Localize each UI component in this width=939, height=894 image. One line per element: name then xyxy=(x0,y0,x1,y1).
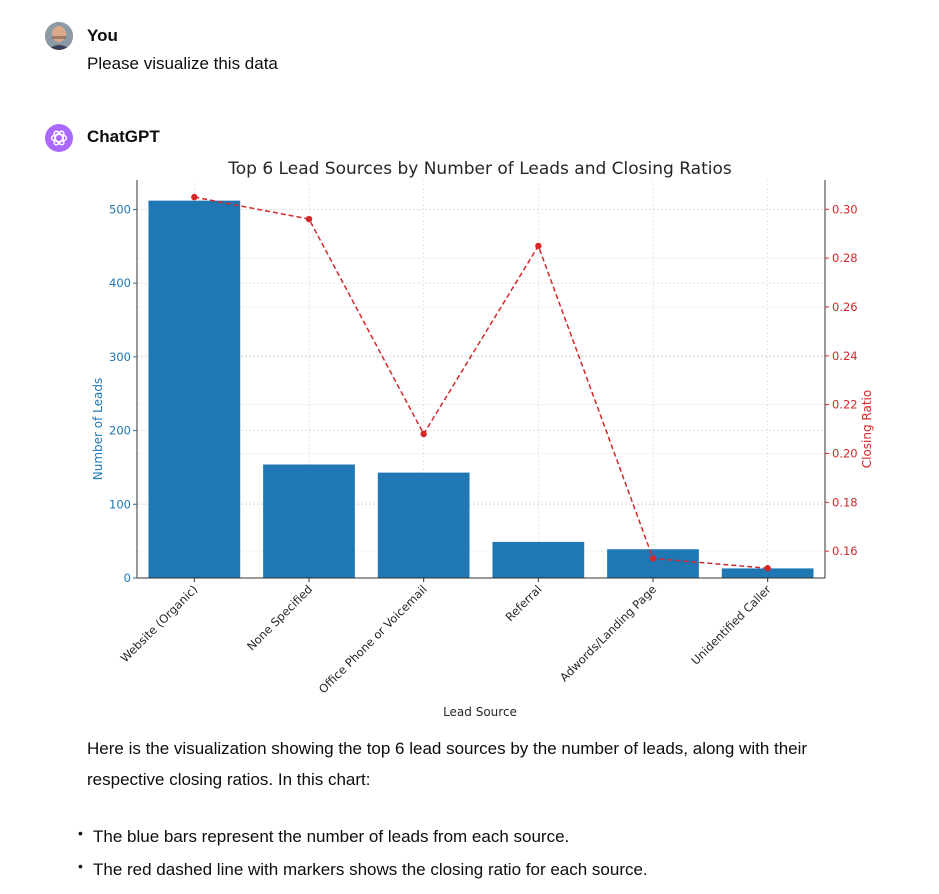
y2-tick-label: 0.24 xyxy=(832,349,858,363)
bar xyxy=(492,541,585,578)
user-avatar-photo xyxy=(45,22,73,50)
y-tick-label: 500 xyxy=(109,202,131,216)
bar xyxy=(263,464,355,578)
x-tick-label: Adwords/Landing Page xyxy=(557,582,659,684)
bullet-text: The red dashed line with markers shows t… xyxy=(93,860,648,879)
x-tick-label: Office Phone or Voicemail xyxy=(316,582,430,696)
closing-ratio-point xyxy=(535,242,542,250)
closing-ratio-series xyxy=(191,193,771,572)
closing-ratio-point xyxy=(764,565,771,572)
y-tick-label: 300 xyxy=(109,350,131,364)
y2-tick-label: 0.22 xyxy=(832,398,858,412)
assistant-name: ChatGPT xyxy=(87,127,160,146)
user-name: You xyxy=(87,26,118,45)
bullet-icon: • xyxy=(78,825,83,841)
list-item: • The blue bars represent the number of l… xyxy=(75,820,648,853)
y-tick-label: 0 xyxy=(124,571,131,585)
grid-lines xyxy=(137,180,825,579)
x-axis-ticks: Website (Organic) None Specified Office Ph… xyxy=(118,578,774,696)
y2-tick-label: 0.30 xyxy=(832,202,858,216)
lead-sources-chart: Top 6 Lead Sources by Number of Leads an… xyxy=(91,159,874,719)
bar-series xyxy=(148,200,814,579)
right-axis-ticks: 0.16 0.18 0.20 0.22 0.24 0.26 0.28 0.30 xyxy=(825,202,858,558)
left-axis-ticks: 0 100 200 300 400 500 xyxy=(109,202,137,585)
closing-ratio-point xyxy=(305,215,313,223)
y2-tick-label: 0.26 xyxy=(832,300,858,314)
chart-image: Top 6 Lead Sources by Number of Leads an… xyxy=(80,150,920,725)
y2-tick-label: 0.18 xyxy=(832,495,858,509)
chatgpt-logo-icon xyxy=(50,130,68,146)
y-tick-label: 100 xyxy=(109,497,131,511)
bar xyxy=(148,200,241,579)
bullet-icon: • xyxy=(78,858,83,874)
bar xyxy=(721,568,814,578)
closing-ratio-point xyxy=(649,555,657,562)
x-tick-label: None Specified xyxy=(244,582,315,653)
bullet-list: • The blue bars represent the number of l… xyxy=(75,820,648,886)
closing-ratio-point xyxy=(420,430,427,438)
x-tick-label: Referral xyxy=(503,582,545,624)
closing-ratio-line xyxy=(194,196,768,569)
assistant-avatar xyxy=(45,124,73,152)
y2-axis-label: Closing Ratio xyxy=(860,390,874,469)
x-tick-label: Website (Organic) xyxy=(118,582,201,665)
bar xyxy=(607,549,699,578)
x-tick-label: Unidentified Caller xyxy=(688,582,774,668)
y-axis-label: Number of Leads xyxy=(91,378,105,480)
bullet-text: The blue bars represent the number of le… xyxy=(93,827,570,846)
bar xyxy=(377,472,470,578)
y-tick-label: 200 xyxy=(109,424,131,438)
y-tick-label: 400 xyxy=(109,276,131,290)
user-message: Please visualize this data xyxy=(87,54,278,73)
assistant-reply: Here is the visualization showing the to… xyxy=(87,739,808,789)
y2-tick-label: 0.28 xyxy=(832,251,858,265)
closing-ratio-point xyxy=(191,193,198,201)
x-axis-label: Lead Source xyxy=(443,705,517,719)
axes xyxy=(136,180,826,579)
list-item: • The red dashed line with markers shows … xyxy=(75,853,648,886)
user-avatar xyxy=(45,22,73,50)
y2-tick-label: 0.16 xyxy=(832,544,858,558)
y2-tick-label: 0.20 xyxy=(832,446,858,460)
chart-title: Top 6 Lead Sources by Number of Leads an… xyxy=(227,159,732,179)
